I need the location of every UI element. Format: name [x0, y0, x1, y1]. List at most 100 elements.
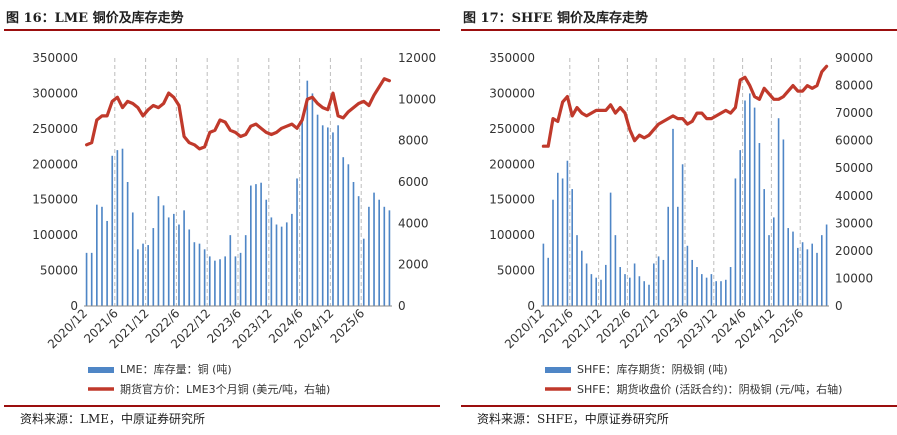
bar	[581, 250, 583, 306]
bar	[311, 93, 314, 306]
bar	[816, 252, 818, 306]
y-right-tick-label: 4000	[398, 216, 429, 230]
panel-lme: 图 16：LME 铜价及库存走势 0 50000 100000 150000 20000…	[0, 0, 440, 435]
y-right-tick-label: 6000	[398, 175, 429, 189]
bar	[250, 185, 252, 306]
bar	[552, 199, 554, 306]
bar	[758, 143, 761, 306]
bar	[291, 213, 293, 306]
bar	[373, 192, 375, 306]
bar	[542, 243, 545, 306]
bar	[162, 205, 165, 306]
bar	[357, 196, 360, 306]
y-right-tick-label: 80000	[835, 79, 873, 93]
y-right-tick-label: 60000	[835, 134, 873, 148]
chart-title: 图 17：SHFE 铜价及库存走势	[463, 11, 648, 26]
bar	[734, 178, 737, 306]
bar	[753, 107, 756, 306]
bar	[609, 192, 612, 306]
y-left-tick-label: 100000	[32, 228, 78, 242]
legend-swatch-bar	[88, 367, 114, 373]
bar	[768, 235, 770, 306]
bar	[744, 100, 746, 306]
y-right-tick-label: 0	[835, 299, 843, 313]
y-left-tick-label: 350000	[489, 51, 535, 65]
bar	[811, 243, 813, 306]
bar	[547, 257, 549, 306]
bar	[590, 274, 593, 306]
bar	[219, 259, 221, 306]
y-left-tick-label: 300000	[489, 86, 535, 100]
bar	[821, 235, 823, 306]
legend-label-bar: LME：库存量：铜 (吨)	[120, 362, 232, 376]
legend-swatch-bar	[545, 367, 571, 373]
bar	[234, 256, 237, 306]
panel-shfe: 图 17：SHFE 铜价及库存走势 0 50000 100000 150000 2000…	[457, 0, 897, 435]
bar	[90, 252, 93, 306]
bar	[306, 80, 309, 306]
y-right-tick-label: 90000	[835, 51, 873, 65]
y-left-tick-label: 150000	[32, 193, 78, 207]
y-right-tick-label: 8000	[398, 134, 429, 148]
bar	[121, 148, 124, 306]
bar	[321, 125, 324, 306]
bar	[571, 189, 573, 306]
bar	[797, 247, 799, 306]
y-left-tick-label: 100000	[489, 228, 535, 242]
bar	[561, 178, 564, 306]
source-divider	[4, 405, 440, 407]
bar	[198, 243, 201, 306]
bar	[667, 206, 669, 306]
bar	[629, 277, 631, 306]
bar	[265, 199, 268, 306]
bar	[643, 281, 645, 306]
bar	[633, 263, 636, 306]
y-left-tick-label: 150000	[489, 193, 535, 207]
x-tick-label: 2020/12	[45, 306, 90, 351]
bar	[167, 217, 170, 306]
bar	[672, 128, 674, 306]
bar	[229, 235, 232, 306]
y-left-tick-label: 250000	[32, 122, 78, 136]
source-note: 资料来源：LME，中原证券研究所	[20, 412, 206, 426]
bar	[111, 155, 114, 306]
bar	[576, 235, 578, 306]
bar	[239, 252, 242, 306]
bar	[244, 235, 247, 306]
bar	[193, 242, 196, 306]
bar	[806, 249, 809, 306]
y-right-tick-label: 40000	[835, 189, 873, 203]
bar	[116, 150, 119, 306]
bar	[681, 164, 684, 306]
bar	[585, 263, 588, 306]
bar	[749, 93, 751, 306]
bar	[763, 189, 765, 306]
legend-label-line: SHFE：期货收盘价 (活跃合约)：阴极铜 (元/吨，右轴)	[577, 382, 842, 396]
bar	[782, 139, 785, 306]
bar	[275, 224, 278, 306]
y-left-tick-label: 0	[70, 299, 78, 313]
bar	[614, 235, 617, 306]
bar	[152, 228, 155, 306]
y-left-tick-label: 200000	[32, 157, 78, 171]
bar	[619, 267, 621, 306]
y-right-tick-label: 10000	[835, 271, 873, 285]
bar	[662, 259, 665, 306]
title-divider	[461, 29, 897, 31]
bar	[378, 199, 380, 306]
y-right-tick-label: 2000	[398, 258, 429, 272]
y-right-tick-label: 0	[398, 299, 406, 313]
bar	[296, 178, 298, 306]
bar	[178, 224, 180, 306]
bar	[729, 267, 732, 306]
legend-label-bar: SHFE：库存期货：阴极铜 (吨)	[577, 362, 728, 376]
bar	[653, 263, 655, 306]
bar	[605, 264, 607, 306]
y-right-tick-label: 10000	[398, 92, 436, 106]
bar	[142, 243, 144, 306]
bar	[347, 164, 350, 306]
price-line	[541, 64, 829, 148]
source-divider	[461, 405, 897, 407]
y-right-tick-label: 30000	[835, 216, 873, 230]
bar	[260, 182, 262, 306]
